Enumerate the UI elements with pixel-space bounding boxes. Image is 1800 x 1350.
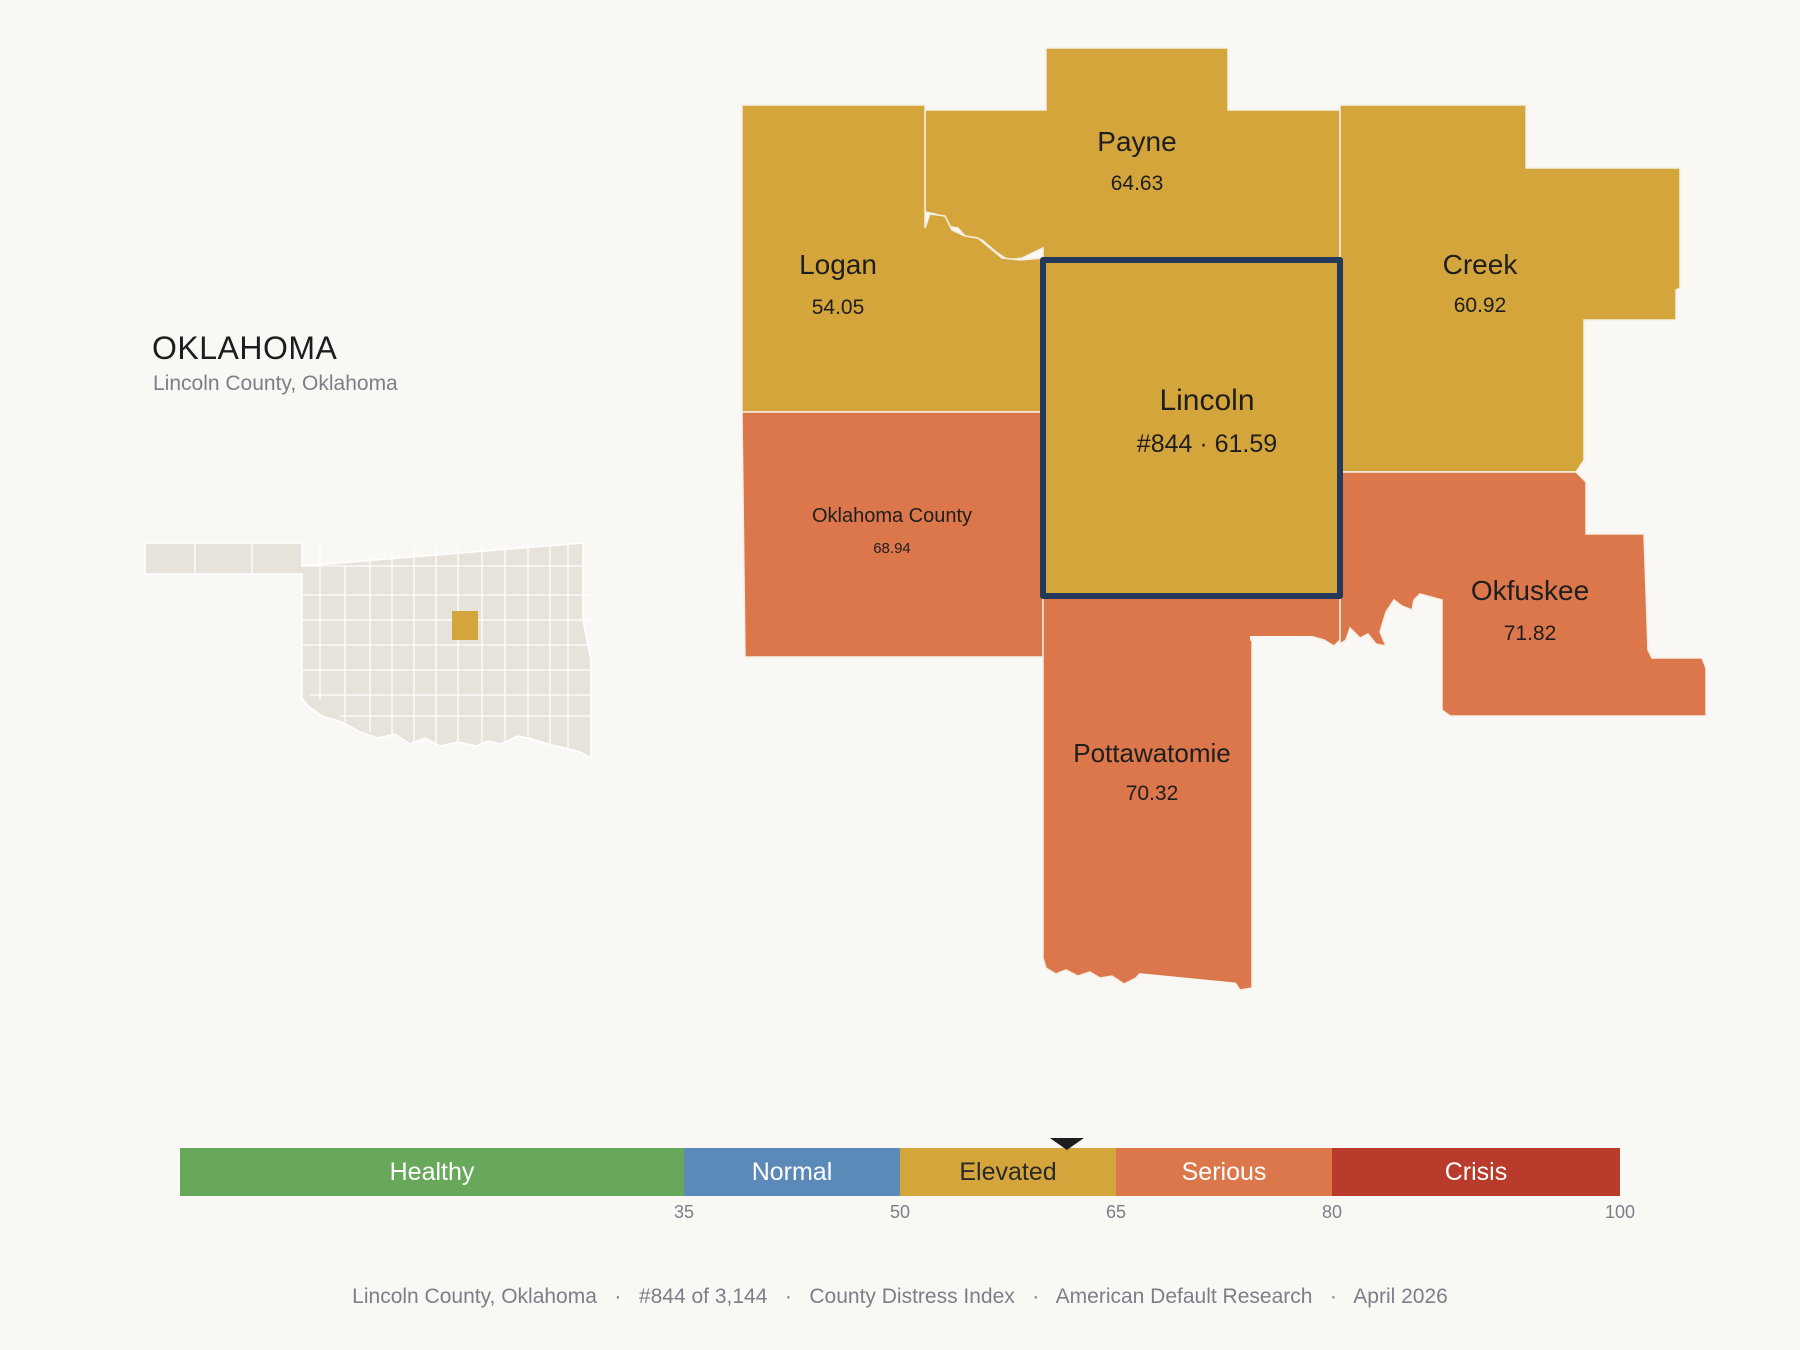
distress-scale-legend: Healthy Normal Elevated Serious Crisis 35 50 65… — [180, 1138, 1635, 1222]
footer-separator: · — [1312, 1285, 1354, 1308]
county-grid — [194, 543, 591, 748]
inset-lincoln-highlight — [452, 611, 478, 640]
label-payne-value: 64.63 — [1111, 172, 1164, 195]
scale-band-label: Elevated — [959, 1158, 1056, 1186]
scale-band-healthy — [180, 1148, 684, 1196]
scale-band-label: Crisis — [1445, 1158, 1508, 1186]
scale-band-label: Normal — [752, 1158, 833, 1186]
scale-tick-label: 80 — [1322, 1202, 1342, 1222]
scale-band-normal — [684, 1148, 900, 1196]
label-logan-name: Logan — [799, 249, 877, 280]
state-title: OKLAHOMA — [152, 330, 338, 366]
scale-band-crisis — [1332, 1148, 1620, 1196]
county-pottawatomie-top — [1046, 600, 1338, 640]
scale-band-label: Serious — [1182, 1158, 1267, 1186]
county-okfuskee[interactable] — [1339, 471, 1707, 717]
county-creek[interactable] — [1339, 104, 1681, 473]
scale-tick-label: 100 — [1605, 1202, 1635, 1222]
county-lincoln[interactable] — [1042, 257, 1341, 599]
footer-separator: · — [596, 1285, 639, 1308]
county-oklahoma[interactable] — [741, 411, 1044, 658]
label-lincoln-name: Lincoln — [1159, 384, 1254, 417]
scale-tick-label: 35 — [674, 1202, 694, 1222]
lincoln-focus-outline — [1040, 257, 1343, 599]
label-pottawatomie-value: 70.32 — [1126, 782, 1179, 805]
label-lincoln-value: #844 · 61.59 — [1137, 430, 1277, 458]
footer-source: American Default Research — [1055, 1285, 1313, 1308]
label-okfuskee-name: Okfuskee — [1471, 575, 1589, 606]
county-subtitle: Lincoln County, Oklahoma — [153, 372, 398, 395]
label-creek-name: Creek — [1443, 249, 1519, 280]
scale-marker-triangle — [1049, 1138, 1084, 1150]
scale-tick-label: 50 — [890, 1202, 910, 1222]
footer-index: County Distress Index — [809, 1285, 1015, 1308]
state-outline — [144, 542, 592, 760]
label-creek-value: 60.92 — [1454, 294, 1507, 317]
county-pottawatomie-body — [1046, 600, 1250, 984]
label-payne-name: Payne — [1097, 126, 1176, 157]
footer-county: Lincoln County, Oklahoma — [352, 1285, 597, 1308]
scale-tick-label: 65 — [1106, 1202, 1126, 1222]
scale-band-label: Healthy — [390, 1158, 475, 1186]
label-okfuskee-value: 71.82 — [1504, 622, 1557, 645]
scale-band-serious — [1116, 1148, 1332, 1196]
county-shapes — [741, 47, 1707, 991]
label-pottawatomie-name: Pottawatomie — [1073, 738, 1231, 768]
footer-separator: · — [1014, 1285, 1056, 1308]
footer-rank: #844 of 3,144 — [638, 1285, 768, 1308]
label-oklahoma-name: Oklahoma County — [812, 505, 972, 527]
footer: Lincoln County, Oklahoma · #844 of 3,144… — [0, 1285, 1800, 1309]
scale-band-elevated — [900, 1148, 1116, 1196]
footer-date: April 2026 — [1353, 1285, 1448, 1308]
label-oklahoma-value: 68.94 — [873, 540, 911, 557]
footer-separator: · — [767, 1285, 810, 1308]
state-inset-map — [144, 542, 592, 760]
label-logan-value: 54.05 — [812, 296, 865, 319]
county-labels: Payne 64.63 Logan 54.05 Creek 60.92 Linc… — [799, 126, 1589, 805]
